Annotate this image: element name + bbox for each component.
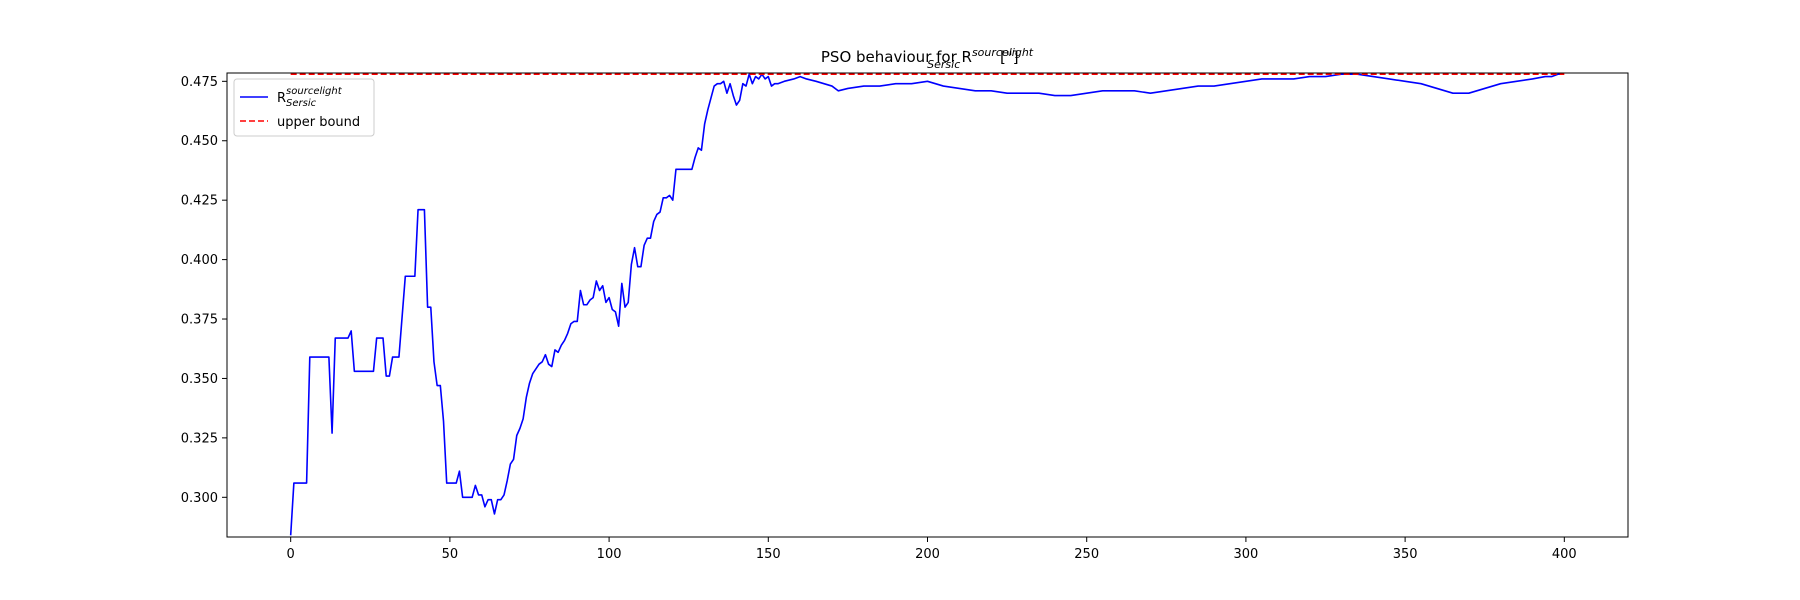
y-tick-label: 0.400 <box>181 253 218 268</box>
y-tick-label: 0.425 <box>181 194 218 209</box>
legend: Rsourcelight Sersic upper bound <box>233 78 375 137</box>
series-layer <box>289 73 1565 536</box>
chart-title: PSO behaviour for Rsourcelight Sersic ["] <box>821 46 1034 71</box>
x-tick-label: 150 <box>756 547 781 562</box>
legend-label-series-1-subscript: Sersic <box>286 98 317 109</box>
x-tick-label: 400 <box>1552 547 1577 562</box>
x-tick-label: 100 <box>597 547 622 562</box>
y-tick-label: 0.325 <box>181 431 218 446</box>
legend-box <box>233 78 375 137</box>
legend-label-series-1-superscript: sourcelight <box>286 86 343 97</box>
chart-title-subscript: Sersic <box>927 58 960 71</box>
chart-title-suffix: ["] <box>995 48 1018 66</box>
y-tick-label: 0.450 <box>181 134 218 149</box>
x-tick-label: 300 <box>1233 547 1258 562</box>
x-tick-label: 0 <box>287 547 295 562</box>
y-tick-label: 0.300 <box>181 491 218 506</box>
x-tick-label: 50 <box>442 547 459 562</box>
plot-area <box>227 73 1628 537</box>
legend-label-series-2: upper bound <box>277 115 360 130</box>
y-tick-label: 0.375 <box>181 313 218 328</box>
plot-background <box>227 73 1628 537</box>
x-tick-label: 250 <box>1074 547 1099 562</box>
chart-title-superscript: sourcelight <box>972 46 1034 59</box>
chart-title-prefix: PSO behaviour for R <box>821 48 972 66</box>
legend-label-series-1: Rsourcelight Sersic <box>277 86 343 109</box>
axes: 0 50 100 150 200 250 300 350 400 0.300 0.325 0.350 0… <box>181 72 1629 562</box>
y-tick-label: 0.350 <box>181 372 218 387</box>
series-line-1 <box>289 73 1562 536</box>
x-tick-label: 350 <box>1393 547 1418 562</box>
y-tick-label: 0.475 <box>181 75 218 90</box>
legend-label-series-1-main: R <box>277 91 286 106</box>
x-tick-label: 200 <box>915 547 940 562</box>
